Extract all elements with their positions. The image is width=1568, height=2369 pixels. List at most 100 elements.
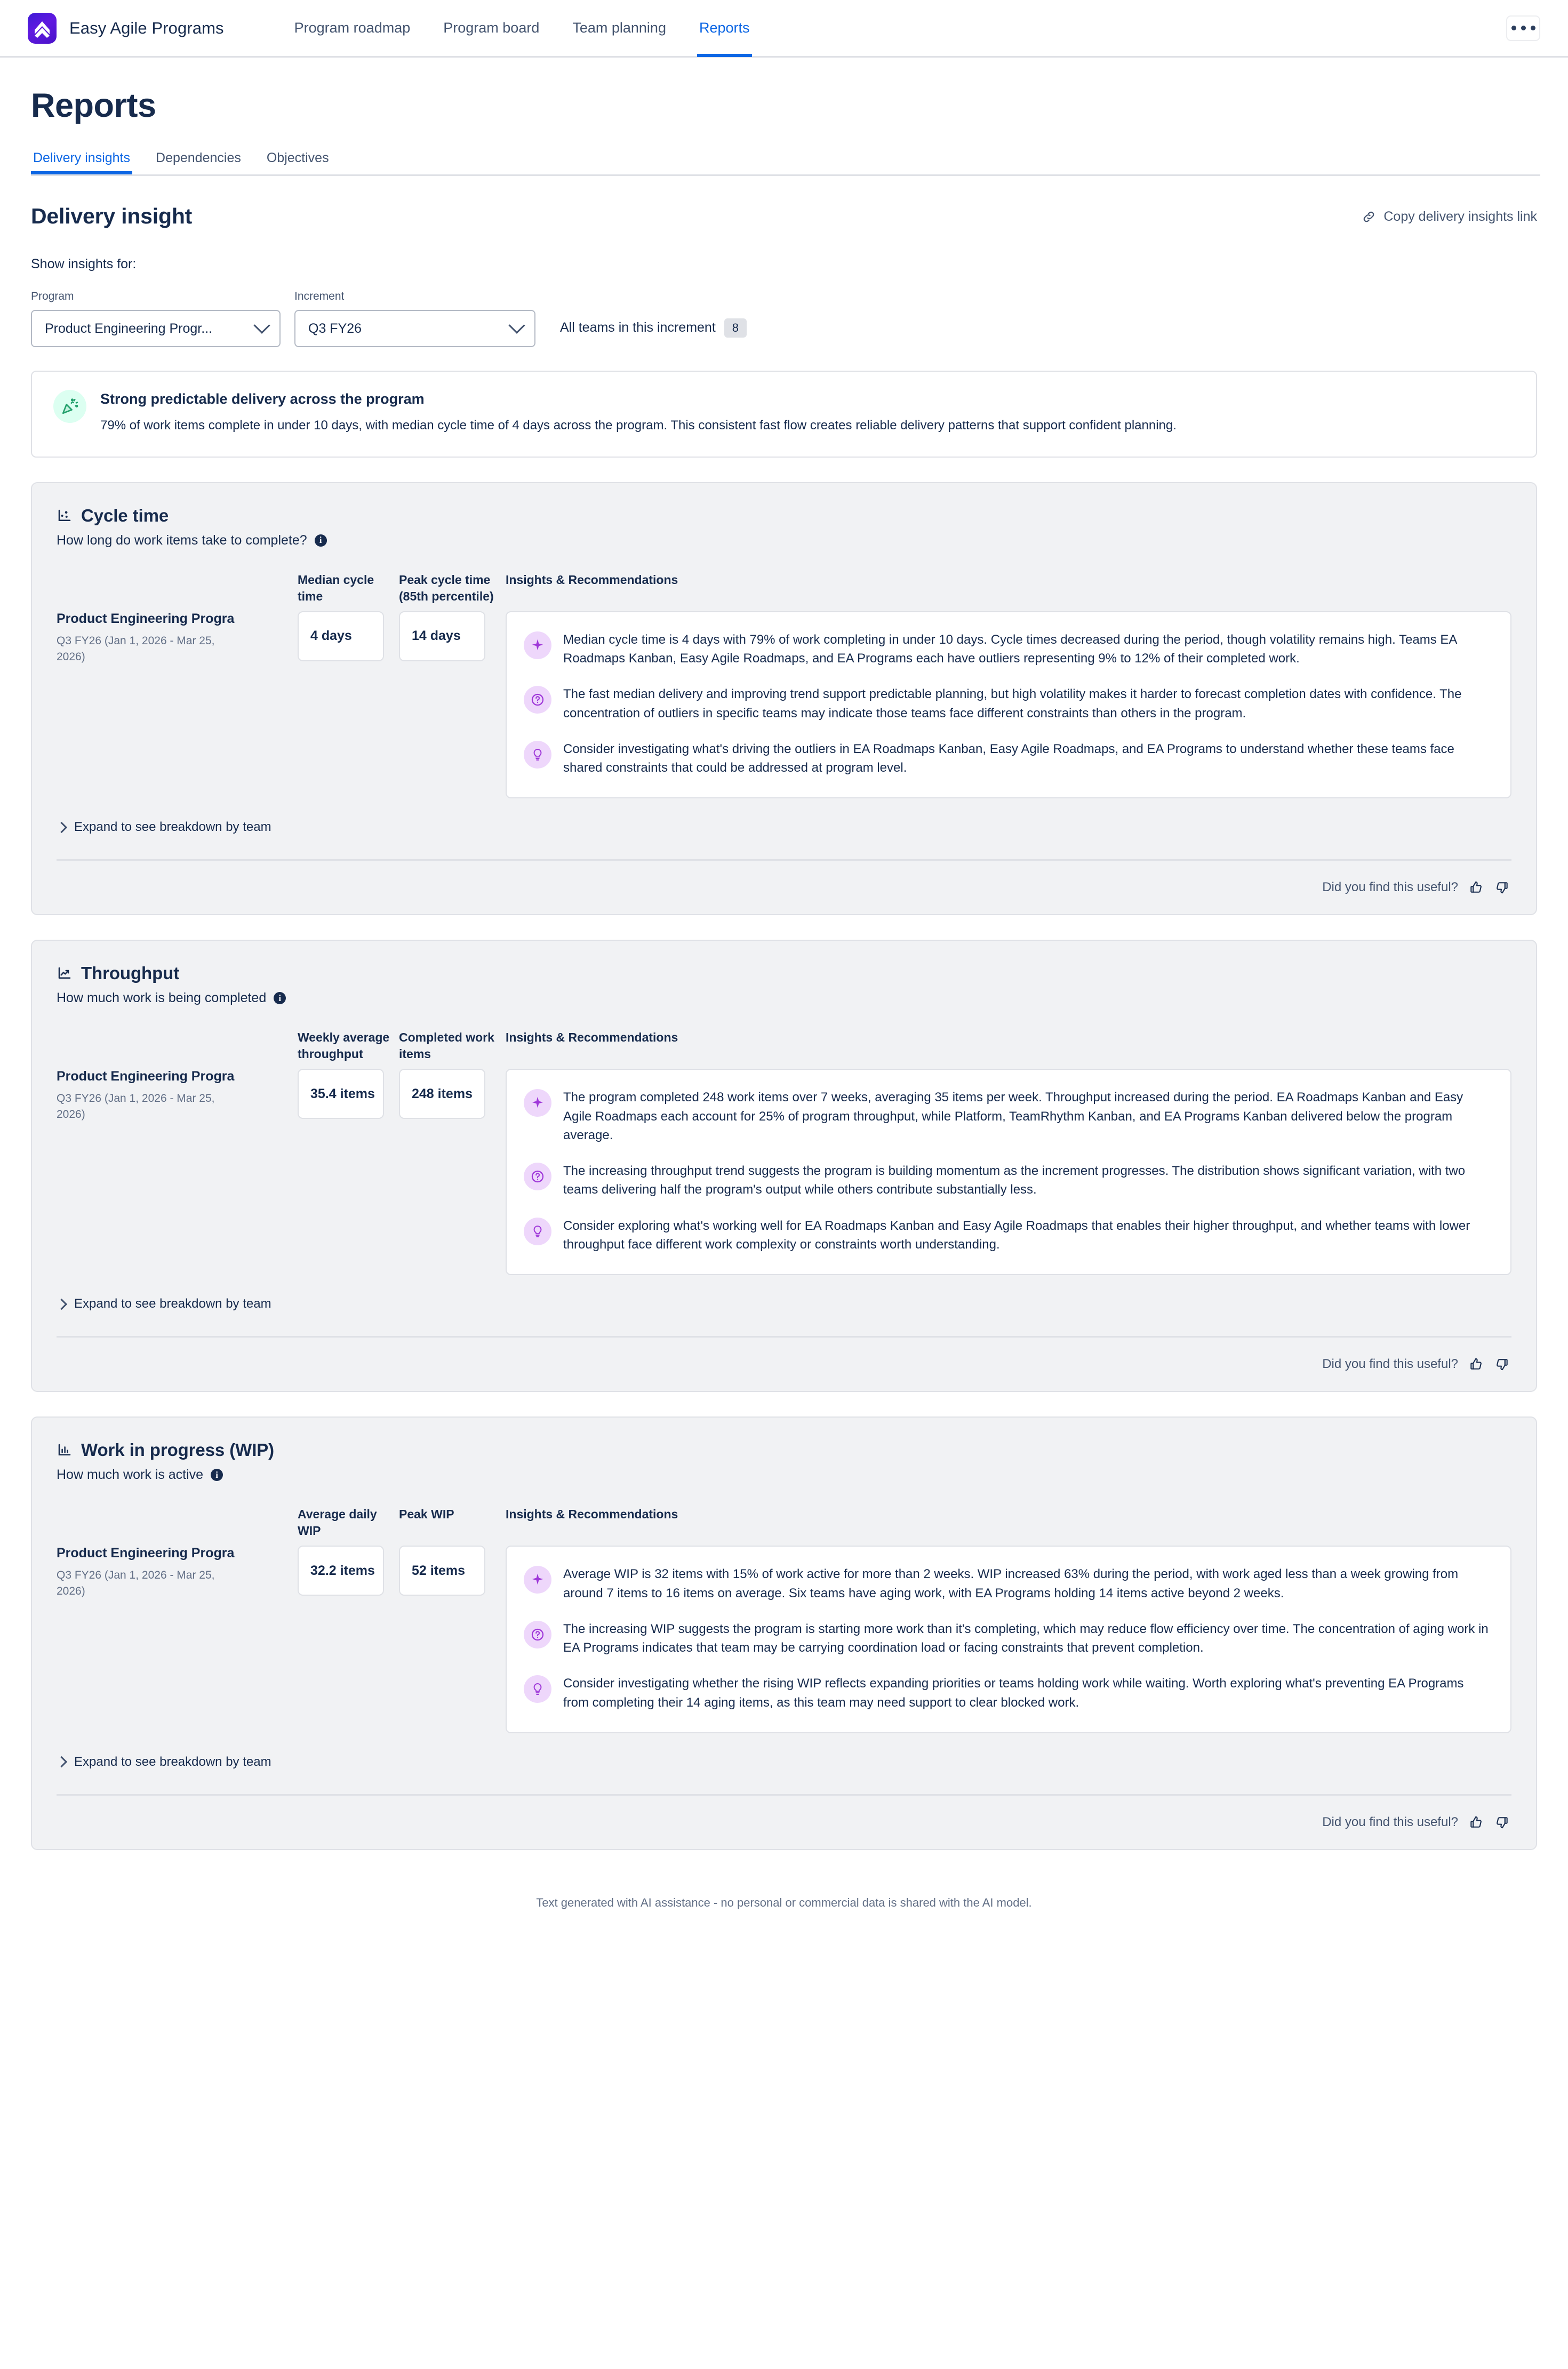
sparkle-icon [524, 631, 551, 659]
info-icon[interactable]: i [211, 1469, 223, 1482]
divider [57, 1336, 1511, 1338]
peak-cycle-time-value: 14 days [399, 611, 485, 661]
expand-breakdown-label: Expand to see breakdown by team [74, 820, 271, 835]
insight-row: The fast median delivery and improving t… [524, 685, 1492, 723]
insights-header: Insights & Recommendations [506, 1507, 678, 1522]
weekly-average-throughput-header-line2: throughput [298, 1047, 363, 1061]
thumbs-down-icon[interactable] [1494, 1357, 1509, 1372]
increment-label: Increment [294, 290, 345, 302]
expand-breakdown-button[interactable]: Expand to see breakdown by team [55, 1296, 1511, 1311]
sparkle-icon [524, 1089, 551, 1117]
spacer-header [57, 1029, 287, 1069]
weekly-average-throughput-header: Weekly average throughput [298, 1029, 394, 1069]
summary-banner: Strong predictable delivery across the p… [31, 371, 1537, 458]
easy-agile-logo-icon [28, 12, 57, 44]
spacer-header [57, 572, 287, 611]
teams-in-increment-label: All teams in this increment [560, 320, 716, 335]
primary-nav: Program roadmap Program board Team plann… [292, 0, 752, 56]
feedback-label: Did you find this useful? [1322, 1814, 1458, 1829]
insight-text: Consider investigating what's driving th… [563, 741, 1454, 775]
link-icon [1362, 210, 1376, 224]
cycle-time-card: Cycle time How long do work items take t… [31, 482, 1537, 916]
work-in-progress-insights-panel: Average WIP is 32 items with 15% of work… [506, 1546, 1511, 1733]
peak-wip-header: Peak WIP [399, 1507, 454, 1522]
info-icon[interactable]: i [274, 992, 286, 1005]
nav-team-planning[interactable]: Team planning [572, 20, 666, 36]
cycle-time-insights-panel: Median cycle time is 4 days with 79% of … [506, 611, 1511, 799]
chevron-right-icon [55, 1298, 68, 1310]
program-select[interactable]: Product Engineering Progr... [31, 310, 281, 347]
average-daily-wip-column: Average daily WIP 32.2 items [298, 1506, 399, 1733]
insight-row: Consider investigating whether the risin… [524, 1674, 1492, 1712]
team-name: Product Engineering Progra [57, 1546, 235, 1561]
copy-link-label: Copy delivery insights link [1383, 209, 1537, 224]
more-actions-button[interactable] [1506, 15, 1540, 41]
cycle-time-insights-column: Insights & Recommendations Median cycle … [500, 572, 1511, 799]
sparkle-icon [524, 1566, 551, 1594]
expand-breakdown-button[interactable]: Expand to see breakdown by team [55, 1754, 1511, 1770]
team-period: Q3 FY26 (Jan 1, 2026 - Mar 25, 2026) [57, 1569, 215, 1598]
insight-row: Average WIP is 32 items with 15% of work… [524, 1565, 1492, 1603]
brand: Easy Agile Programs [28, 12, 224, 44]
increment-selected-value: Q3 FY26 [308, 321, 362, 336]
throughput-card-title: Throughput [57, 963, 1511, 983]
insights-header: Insights & Recommendations [506, 572, 678, 587]
ellipsis-icon [1521, 26, 1526, 30]
work-in-progress-insights-column: Insights & Recommendations Average WIP i… [500, 1506, 1511, 1733]
ellipsis-icon [1511, 26, 1516, 30]
insight-text: The increasing throughput trend suggests… [563, 1164, 1466, 1197]
thumbs-up-icon[interactable] [1469, 1357, 1484, 1372]
insights-header: Insights & Recommendations [506, 1030, 678, 1045]
weekly-average-throughput-value: 35.4 items [298, 1069, 384, 1119]
expand-breakdown-label: Expand to see breakdown by team [74, 1754, 271, 1769]
increment-filter: Increment Q3 FY26 [294, 290, 535, 347]
nav-program-board[interactable]: Program board [443, 20, 540, 36]
cycle-time-subtitle-text: How long do work items take to complete? [57, 532, 307, 548]
scatter-chart-icon [57, 508, 73, 524]
thumbs-down-icon[interactable] [1494, 1815, 1509, 1830]
cycle-time-title-text: Cycle time [81, 505, 169, 525]
nav-program-roadmap[interactable]: Program roadmap [294, 20, 411, 36]
feedback-row: Did you find this useful? [57, 1796, 1511, 1849]
thumbs-up-icon[interactable] [1469, 1815, 1484, 1830]
bar-chart-icon [57, 1442, 73, 1458]
program-selected-value: Product Engineering Progr... [45, 321, 213, 336]
ai-disclaimer: Text generated with AI assistance - no p… [536, 1895, 1032, 1909]
tab-objectives[interactable]: Objectives [266, 150, 329, 165]
insight-row: Median cycle time is 4 days with 79% of … [524, 630, 1492, 668]
tab-delivery-insights[interactable]: Delivery insights [31, 150, 132, 174]
copy-delivery-insights-link-button[interactable]: Copy delivery insights link [1362, 209, 1537, 225]
insight-row: Consider investigating what's driving th… [524, 740, 1492, 778]
work-in-progress-title-text: Work in progress (WIP) [81, 1440, 275, 1460]
banner-text: 79% of work items complete in under 10 d… [100, 418, 1177, 433]
info-icon[interactable]: i [314, 534, 327, 547]
insight-row: The increasing throughput trend suggests… [524, 1162, 1492, 1199]
tab-dependencies[interactable]: Dependencies [156, 150, 241, 165]
work-in-progress-team-column: Product Engineering Progra Q3 FY26 (Jan … [57, 1506, 298, 1733]
throughput-insights-panel: The program completed 248 work items ove… [506, 1069, 1511, 1276]
throughput-subtitle-text: How much work is being completed [57, 990, 267, 1006]
feedback-row: Did you find this useful? [57, 1338, 1511, 1391]
increment-select[interactable]: Q3 FY26 [294, 310, 535, 347]
teams-in-increment: All teams in this increment 8 [560, 318, 747, 347]
question-circle-icon [524, 686, 551, 714]
throughput-team-column: Product Engineering Progra Q3 FY26 (Jan … [57, 1029, 298, 1275]
chevron-right-icon [55, 1756, 68, 1768]
cycle-time-card-title: Cycle time [57, 506, 1511, 526]
thumbs-up-icon[interactable] [1469, 880, 1484, 895]
average-daily-wip-header: Average daily WIP [298, 1507, 377, 1538]
work-in-progress-card-title: Work in progress (WIP) [57, 1440, 1511, 1460]
peak-cycle-time-header: Peak cycle time (85th percentile) [399, 572, 495, 611]
median-cycle-time-column: Median cycle time 4 days [298, 572, 399, 799]
cycle-time-metrics: Product Engineering Progra Q3 FY26 (Jan … [57, 572, 1511, 799]
chevron-down-icon [508, 317, 525, 334]
average-daily-wip-value: 32.2 items [298, 1546, 384, 1596]
divider [57, 859, 1511, 861]
report-tabs: Delivery insights Dependencies Objective… [31, 150, 1540, 176]
nav-reports[interactable]: Reports [697, 0, 752, 57]
thumbs-down-icon[interactable] [1494, 880, 1509, 895]
peak-wip-value: 52 items [399, 1546, 485, 1596]
question-circle-icon [524, 1163, 551, 1191]
throughput-metrics: Product Engineering Progra Q3 FY26 (Jan … [57, 1029, 1511, 1276]
expand-breakdown-button[interactable]: Expand to see breakdown by team [55, 820, 1511, 835]
